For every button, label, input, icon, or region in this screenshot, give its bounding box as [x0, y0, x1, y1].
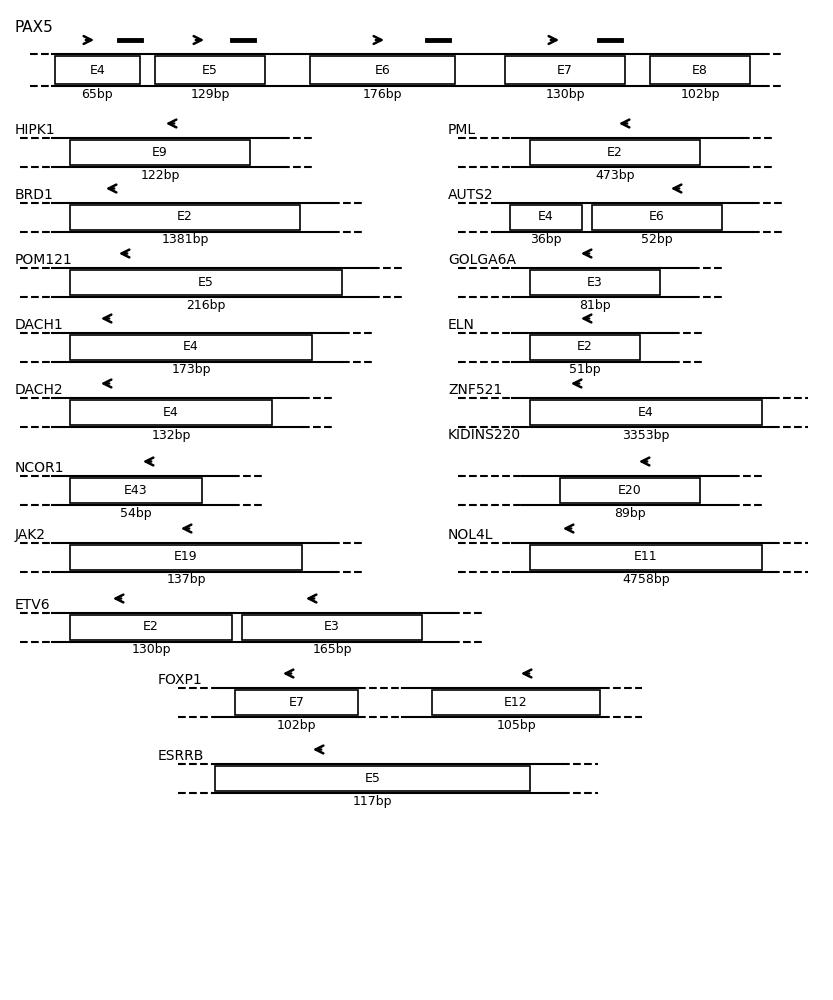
Text: E2: E2 — [143, 620, 159, 634]
Bar — [530, 139, 700, 164]
Text: PML: PML — [448, 123, 476, 137]
Bar — [70, 544, 302, 570]
Text: E3: E3 — [587, 275, 603, 288]
Bar — [70, 334, 312, 360]
Text: BRD1: BRD1 — [15, 188, 54, 202]
Text: E2: E2 — [177, 211, 193, 224]
Text: 165bp: 165bp — [312, 644, 352, 656]
Text: E4: E4 — [538, 211, 554, 224]
Text: E6: E6 — [375, 64, 391, 77]
Text: E6: E6 — [649, 211, 665, 224]
Text: E11: E11 — [634, 550, 658, 564]
Text: E2: E2 — [607, 145, 623, 158]
Bar — [310, 56, 455, 84]
Bar — [530, 399, 762, 424]
Text: 3353bp: 3353bp — [622, 428, 670, 442]
Text: E8: E8 — [692, 64, 708, 77]
Bar — [650, 56, 750, 84]
Text: 89bp: 89bp — [614, 506, 646, 520]
Text: E7: E7 — [557, 64, 573, 77]
Text: 51bp: 51bp — [569, 363, 601, 376]
Text: E5: E5 — [202, 64, 218, 77]
Text: E7: E7 — [288, 696, 304, 708]
Bar — [155, 56, 265, 84]
Text: 1381bp: 1381bp — [162, 233, 209, 246]
Text: 81bp: 81bp — [579, 298, 611, 312]
Text: E4: E4 — [638, 406, 654, 418]
Text: 102bp: 102bp — [277, 718, 316, 732]
Text: E2: E2 — [577, 340, 593, 354]
Text: E5: E5 — [365, 772, 381, 784]
Text: 54bp: 54bp — [120, 506, 152, 520]
Text: 132bp: 132bp — [152, 428, 191, 442]
Bar — [70, 269, 342, 294]
Text: PAX5: PAX5 — [15, 20, 54, 35]
Bar — [510, 205, 582, 230]
Bar — [70, 399, 272, 424]
Text: 122bp: 122bp — [140, 168, 180, 182]
Text: ESRRB: ESRRB — [158, 749, 204, 763]
Text: E5: E5 — [198, 275, 214, 288]
Bar — [55, 56, 140, 84]
Text: E4: E4 — [163, 406, 179, 418]
Text: 130bp: 130bp — [546, 88, 585, 101]
Bar — [505, 56, 625, 84]
Text: DACH2: DACH2 — [15, 383, 63, 397]
Text: 4758bp: 4758bp — [622, 574, 670, 586]
Text: 176bp: 176bp — [362, 88, 402, 101]
Bar — [432, 690, 600, 714]
Text: E9: E9 — [152, 145, 168, 158]
Text: E20: E20 — [618, 484, 642, 496]
Text: 117bp: 117bp — [352, 794, 392, 808]
Text: 129bp: 129bp — [190, 88, 230, 101]
Bar — [530, 269, 660, 294]
Text: POM121: POM121 — [15, 253, 72, 267]
Text: 130bp: 130bp — [132, 644, 171, 656]
Text: FOXP1: FOXP1 — [158, 673, 202, 687]
Text: 105bp: 105bp — [496, 718, 536, 732]
Bar — [530, 544, 762, 570]
Text: ETV6: ETV6 — [15, 598, 51, 612]
Text: E4: E4 — [183, 340, 199, 354]
Bar — [70, 614, 232, 640]
Text: ELN: ELN — [448, 318, 475, 332]
Bar — [70, 139, 250, 164]
Text: E19: E19 — [174, 550, 197, 564]
Text: 36bp: 36bp — [531, 233, 561, 246]
Bar — [215, 766, 530, 790]
Text: JAK2: JAK2 — [15, 528, 46, 542]
Text: 137bp: 137bp — [167, 574, 206, 586]
Bar — [530, 334, 640, 360]
Text: 102bp: 102bp — [681, 88, 720, 101]
Text: E4: E4 — [90, 64, 106, 77]
Text: E43: E43 — [124, 484, 147, 496]
Text: DACH1: DACH1 — [15, 318, 64, 332]
Bar — [70, 478, 202, 502]
Text: NOL4L: NOL4L — [448, 528, 493, 542]
Bar — [70, 205, 300, 230]
Bar — [235, 690, 358, 714]
Bar — [242, 614, 422, 640]
Text: GOLGA6A: GOLGA6A — [448, 253, 516, 267]
Text: HIPK1: HIPK1 — [15, 123, 56, 137]
Text: 473bp: 473bp — [596, 168, 635, 182]
Text: 65bp: 65bp — [81, 88, 112, 101]
Text: AUTS2: AUTS2 — [448, 188, 494, 202]
Text: ZNF521: ZNF521 — [448, 383, 502, 397]
Text: 173bp: 173bp — [172, 363, 211, 376]
Text: KIDINS220: KIDINS220 — [448, 428, 521, 442]
Text: 216bp: 216bp — [187, 298, 226, 312]
Bar — [592, 205, 722, 230]
Text: 52bp: 52bp — [641, 233, 673, 246]
Text: NCOR1: NCOR1 — [15, 461, 64, 475]
Text: E12: E12 — [504, 696, 528, 708]
Text: E3: E3 — [324, 620, 340, 634]
Bar — [560, 478, 700, 502]
